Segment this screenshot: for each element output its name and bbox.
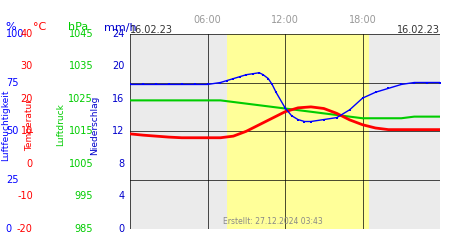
- Text: 75: 75: [6, 78, 18, 88]
- Text: 1015: 1015: [68, 126, 93, 136]
- Text: 20: 20: [112, 61, 125, 71]
- Text: 100: 100: [6, 29, 24, 39]
- Text: 50: 50: [6, 126, 18, 136]
- Text: Erstellt: 27.12.2024 03:43: Erstellt: 27.12.2024 03:43: [223, 217, 323, 226]
- Text: 12: 12: [112, 126, 125, 136]
- Text: 12:00: 12:00: [271, 15, 299, 25]
- Text: 30: 30: [21, 61, 33, 71]
- Text: 0: 0: [6, 224, 12, 234]
- Text: -10: -10: [17, 191, 33, 201]
- Text: 18:00: 18:00: [349, 15, 377, 25]
- Text: 1025: 1025: [68, 94, 93, 104]
- Text: 8: 8: [118, 159, 125, 169]
- Text: %: %: [6, 22, 17, 32]
- Text: -20: -20: [17, 224, 33, 234]
- Text: 24: 24: [112, 29, 125, 39]
- Text: 1045: 1045: [68, 29, 93, 39]
- Text: mm/h: mm/h: [104, 22, 137, 32]
- Text: 16.02.23: 16.02.23: [130, 25, 173, 35]
- Text: 40: 40: [21, 29, 33, 39]
- Text: 985: 985: [75, 224, 93, 234]
- Text: 20: 20: [21, 94, 33, 104]
- Text: 1005: 1005: [68, 159, 93, 169]
- Text: 995: 995: [75, 191, 93, 201]
- Text: hPa: hPa: [68, 22, 89, 32]
- Bar: [227, 34, 369, 229]
- Text: 4: 4: [118, 191, 125, 201]
- Text: Luftfeuchtigkeit: Luftfeuchtigkeit: [1, 89, 10, 161]
- Text: 1035: 1035: [68, 61, 93, 71]
- Text: Niederschlag: Niederschlag: [90, 95, 99, 155]
- Text: 10: 10: [21, 126, 33, 136]
- Text: °C: °C: [33, 22, 46, 32]
- Text: 06:00: 06:00: [194, 15, 221, 25]
- Text: 25: 25: [6, 175, 18, 185]
- Text: Temperatur: Temperatur: [25, 99, 34, 151]
- Text: 0: 0: [27, 159, 33, 169]
- Text: 16: 16: [112, 94, 125, 104]
- Text: 0: 0: [118, 224, 125, 234]
- Text: Luftdruck: Luftdruck: [56, 104, 65, 146]
- Text: 16.02.23: 16.02.23: [397, 25, 440, 35]
